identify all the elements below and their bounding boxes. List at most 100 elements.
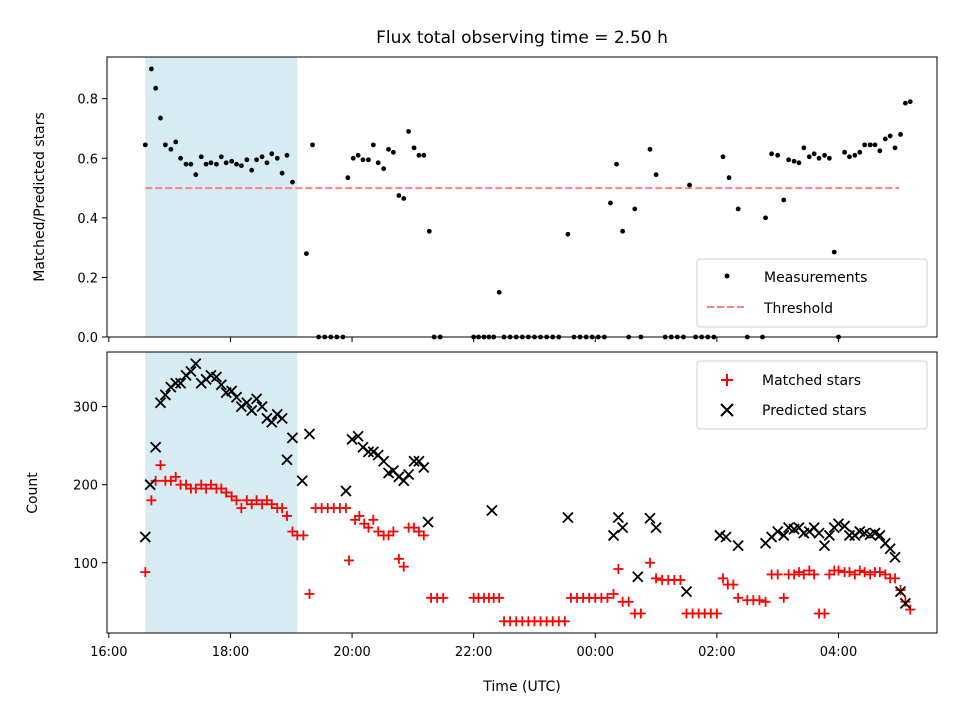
predicted-star-point [650,521,662,534]
measurement-point [426,228,432,234]
measurement-point [249,167,255,173]
predicted-star-point [408,455,420,467]
matched-star-point [298,530,309,541]
matched-star-point [623,596,634,607]
predicted-star-point [281,454,293,466]
predicted-star-point [159,389,172,401]
predicted-star-point [818,539,831,552]
matched-star-point [905,604,916,615]
matched-star-point [266,499,277,510]
y-tick-label: 0.6 [77,152,98,167]
bottom-ylabel: Count [25,472,41,514]
measurement-point [198,154,204,160]
predicted-star-point [720,531,732,543]
measurement-point [791,158,797,164]
measurement-point [421,152,427,158]
predicted-star-point [823,529,836,542]
matched-star-point [170,471,181,482]
bottom-legend-box [696,360,928,430]
matched-star-point [608,588,619,599]
measurement-point [269,151,275,157]
matched-star-point [368,514,379,525]
measurement-point [238,163,244,169]
matched-star-point [438,592,449,603]
measurement-point [882,136,888,142]
predicted-star-point [352,430,364,442]
measurement-point [173,139,179,145]
matched-star-point [236,503,247,514]
top-shaded-span [145,57,298,337]
matched-star-point [798,569,809,580]
predicted-star-point [276,412,288,424]
matched-star-point [494,592,505,603]
matched-star-point [205,479,216,490]
measurement-point [214,161,219,167]
predicted-star-point [894,585,907,598]
measurement-point [806,154,812,160]
x-tick-label: 22:00 [455,645,492,660]
matched-star-point [393,553,404,564]
matched-star-point [559,616,570,627]
matched-star-point [728,579,739,590]
matched-star-point [231,495,242,506]
measurement-point [406,129,411,134]
matched-star-point [819,608,830,619]
predicted-star-point [874,529,886,542]
predicted-star-point [778,529,790,542]
matched-star-point [651,573,662,584]
predicted-star-point [266,416,278,428]
measurement-point [188,161,194,167]
matched-star-point [150,475,161,486]
matched-star-point [789,569,800,580]
y-tick-label: 100 [73,557,98,572]
measurement-point [416,152,422,158]
matched-star-point [760,596,771,607]
measurement-point [390,149,396,155]
measurement-point [902,100,908,106]
matched-star-point [644,557,655,568]
predicted-star-point [632,571,644,583]
predicted-star-point [185,365,197,378]
measurement-point [193,172,199,178]
measurement-point [254,157,259,163]
x-tick-label: 04:00 [820,645,857,660]
matched-star-point [772,569,783,580]
measurement-point [223,160,229,166]
predicted-star-point [246,404,258,417]
matched-star-point [277,503,288,514]
matched-star-point [833,565,844,576]
measurement-point [872,142,878,148]
top-legend-box [696,258,928,328]
matched-star-point [865,569,876,580]
matched-star-point [717,573,728,584]
measurement-point [310,142,315,148]
measurement-point [366,157,371,163]
matched-star-point [895,585,906,596]
measurement-point [786,157,792,163]
bottom-xlabel: Time (UTC) [482,679,560,695]
matched-star-point [754,595,765,606]
x-tick-label: 18:00 [212,645,249,660]
predicted-star-point [378,455,390,467]
measurement-point [350,155,356,161]
legend-predicted-label: Predicted stars [762,403,867,419]
measurement-point [801,145,807,151]
measurement-point [763,215,768,221]
measurement-point [892,145,898,151]
legend-threshold-label: Threshold [763,301,833,317]
matched-star-point [221,487,232,498]
measurement-point [153,85,159,91]
matched-star-point [190,483,201,494]
measurement-point [565,231,571,237]
predicted-star-point [296,475,308,487]
measurement-point [208,160,214,166]
measurement-point [862,142,868,148]
matched-star-point [859,567,870,578]
matched-star-point [844,567,855,578]
matched-star-point [281,510,292,521]
predicted-star-point [139,531,151,543]
measurement-point [178,155,183,161]
matched-star-point [344,555,355,566]
predicted-star-point [150,441,162,453]
measurement-point [290,179,295,185]
